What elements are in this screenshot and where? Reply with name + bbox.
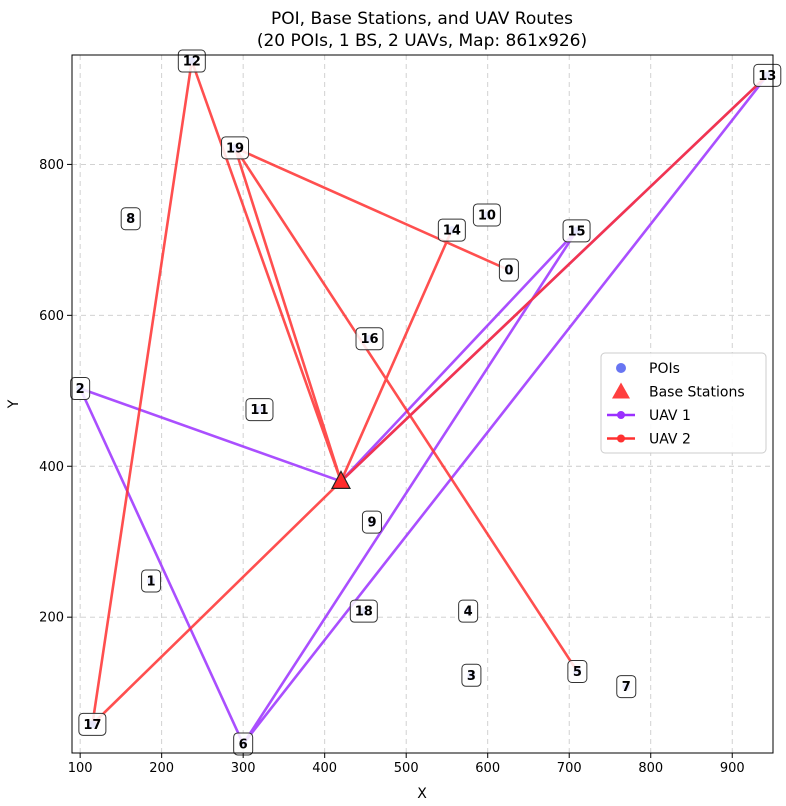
poi-10: 10	[472, 203, 501, 227]
poi-label-box	[616, 675, 637, 699]
legend-label: UAV 1	[649, 408, 691, 424]
poi-label-box	[753, 63, 782, 87]
legend-marker-base-station	[612, 382, 630, 399]
poi-label: 15	[568, 224, 586, 239]
x-tick-label: 600	[475, 761, 500, 776]
poi-label-box	[141, 569, 162, 593]
poi-1: 1	[141, 569, 162, 593]
poi-15: 15	[562, 219, 591, 243]
poi-7: 7	[616, 675, 637, 699]
poi-label: 10	[478, 208, 496, 223]
poi-label: 8	[126, 212, 135, 227]
poi-16: 16	[355, 327, 384, 351]
legend-label: POIs	[649, 361, 680, 377]
poi-label: 9	[367, 516, 376, 531]
poi-label-box	[472, 203, 501, 227]
poi-3: 3	[461, 663, 482, 687]
poi-label-box	[120, 207, 141, 231]
x-tick-label: 900	[720, 761, 745, 776]
poi-label: 12	[183, 55, 201, 70]
chart-subtitle: (20 POIs, 1 BS, 2 UAVs, Map: 861x926)	[257, 31, 587, 51]
y-tick-label: 800	[39, 158, 64, 173]
poi-5: 5	[567, 660, 588, 684]
poi-label: 7	[622, 680, 631, 695]
poi-12: 12	[177, 49, 206, 73]
poi-2: 2	[70, 377, 91, 401]
poi-label: 3	[467, 669, 476, 684]
poi-label: 2	[76, 382, 85, 397]
legend: POIs Base Stations UAV 1 UAV 2	[600, 352, 767, 454]
poi-label-box	[567, 660, 588, 684]
poi-label-box	[562, 219, 591, 243]
poi-17: 17	[78, 712, 107, 736]
poi-0: 0	[498, 258, 519, 282]
poi-label-box	[458, 599, 479, 623]
y-tick-label: 400	[39, 460, 64, 475]
poi-label: 5	[573, 665, 582, 680]
poi-19: 19	[221, 136, 250, 160]
poi-label: 14	[443, 224, 461, 239]
poi-4: 4	[458, 599, 479, 623]
x-tick-label: 700	[557, 761, 582, 776]
poi-8: 8	[120, 207, 141, 231]
legend-label: UAV 2	[649, 432, 691, 448]
poi-6: 6	[233, 732, 254, 756]
poi-label-box	[177, 49, 206, 73]
poi-label-box	[361, 510, 382, 534]
base-station-marker	[330, 470, 351, 489]
poi-label-box	[78, 712, 107, 736]
legend-label: Base Stations	[649, 385, 745, 401]
poi-label-box	[437, 218, 466, 242]
poi-label: 6	[239, 737, 248, 752]
poi-label: 16	[360, 332, 378, 347]
poi-label-box	[221, 136, 250, 160]
poi-label-box	[245, 398, 274, 422]
poi-label: 13	[758, 69, 776, 84]
poi-label-box	[461, 663, 482, 687]
x-tick-label: 100	[68, 761, 93, 776]
legend-line-dot	[617, 411, 625, 419]
poi-label: 17	[83, 718, 101, 733]
uav-route-2	[91, 59, 769, 726]
poi-14: 14	[437, 218, 466, 242]
x-tick-label: 400	[312, 761, 337, 776]
legend-line-dot	[617, 434, 625, 443]
poi-label-box	[70, 377, 91, 401]
poi-label: 0	[504, 264, 513, 279]
legend-box	[600, 352, 767, 454]
x-axis-label: X	[417, 786, 427, 802]
y-tick-label: 200	[39, 611, 64, 626]
base-station-markers	[330, 470, 351, 489]
plot-frame	[71, 54, 774, 754]
y-axis-label: Y	[6, 399, 22, 409]
x-tick-label: 800	[638, 761, 663, 776]
poi-label: 18	[355, 605, 373, 620]
poi-11: 11	[245, 398, 274, 422]
poi-label: 4	[464, 605, 473, 620]
poi-label-box	[355, 327, 384, 351]
poi-label: 11	[250, 403, 268, 418]
poi-label-box	[498, 258, 519, 282]
poi-label: 19	[226, 141, 244, 156]
x-tick-label: 200	[149, 761, 174, 776]
poi-9: 9	[361, 510, 382, 534]
poi-18: 18	[349, 599, 378, 623]
x-tick-label: 300	[231, 761, 256, 776]
x-tick-label: 500	[394, 761, 419, 776]
y-tick-label: 600	[39, 309, 64, 324]
poi-13: 13	[753, 63, 782, 87]
poi-label: 1	[147, 574, 156, 589]
poi-label-box	[349, 599, 378, 623]
chart-title: POI, Base Stations, and UAV Routes	[271, 9, 573, 29]
legend-marker-poi	[616, 363, 626, 373]
